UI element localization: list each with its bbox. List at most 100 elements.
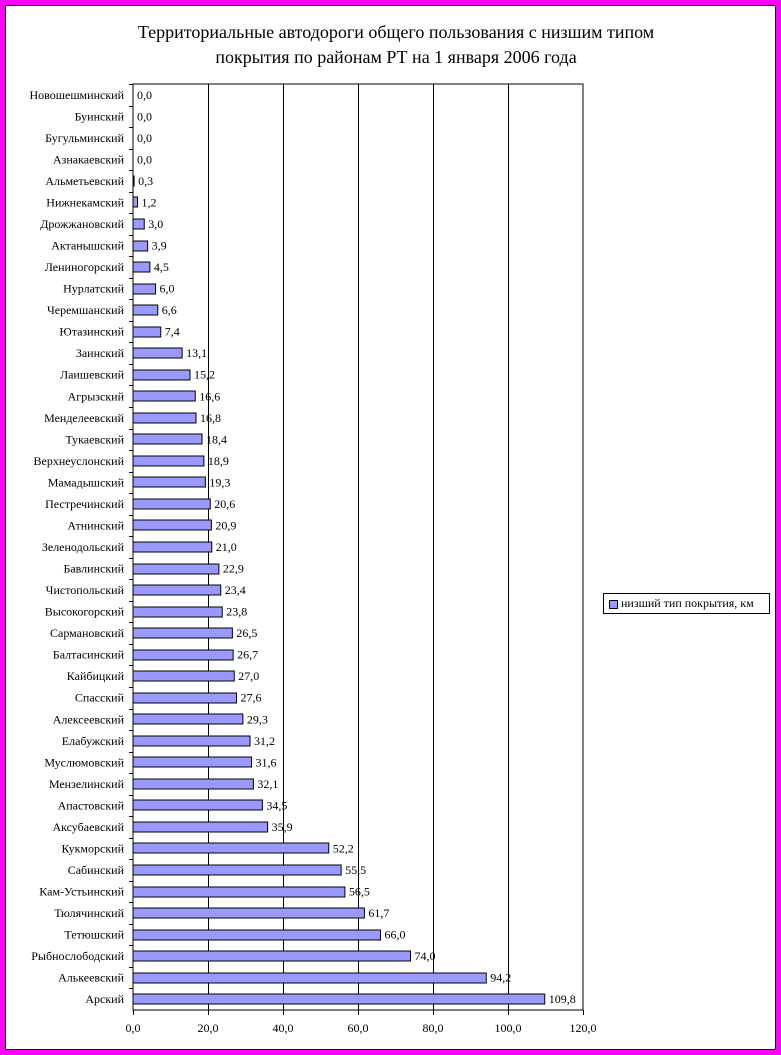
data-label: 26,5 — [236, 626, 257, 640]
category-label: Верхнеуслонский — [33, 454, 124, 468]
bar — [132, 670, 235, 682]
x-tick-label: 100,0 — [495, 1021, 522, 1035]
category-label: Мамадышский — [48, 475, 125, 489]
data-label: 109,8 — [549, 992, 576, 1006]
data-label: 32,1 — [257, 777, 278, 791]
bar — [132, 412, 197, 424]
category-label: Тукаевский — [65, 432, 124, 446]
chart-legend: низший тип покрытия, км — [603, 593, 770, 614]
bar — [132, 821, 269, 833]
bar — [132, 196, 138, 208]
bar — [132, 972, 487, 984]
chart-title: Территориальные автодороги общего пользо… — [86, 20, 706, 70]
bar — [132, 886, 346, 898]
chart-title-line-1: Территориальные автодороги общего пользо… — [137, 22, 655, 42]
category-label: Алькеевский — [58, 971, 124, 985]
x-tick-label: 120,0 — [570, 1021, 597, 1035]
category-label: Лаишевский — [60, 368, 125, 382]
data-label: 20,9 — [215, 518, 236, 532]
category-label: Агрызский — [68, 389, 125, 403]
data-label: 1,2 — [142, 195, 157, 209]
category-label: Спасский — [75, 691, 125, 705]
bar — [132, 347, 183, 359]
category-label: Азнакаевский — [53, 152, 125, 166]
category-label: Рыбнослободский — [31, 949, 124, 963]
category-label: Аксубаевский — [52, 820, 124, 834]
bar — [132, 304, 159, 316]
data-label: 0,0 — [137, 152, 152, 166]
category-label: Атнинский — [67, 518, 124, 532]
x-tick-label: 0,0 — [126, 1021, 141, 1035]
data-label: 0,0 — [137, 88, 152, 102]
data-label: 20,6 — [214, 497, 235, 511]
category-label: Мензелинский — [49, 777, 125, 791]
bar — [132, 476, 206, 488]
bar — [132, 692, 237, 704]
bar — [132, 713, 244, 725]
bar — [132, 218, 145, 230]
data-label: 31,6 — [256, 755, 277, 769]
legend-swatch — [609, 600, 618, 609]
data-label: 26,7 — [237, 648, 258, 662]
category-label: Кукморский — [61, 841, 124, 855]
bar — [132, 390, 196, 402]
data-label: 16,8 — [200, 411, 221, 425]
data-label: 13,1 — [186, 346, 207, 360]
category-label: Зеленодольский — [42, 540, 125, 554]
data-label: 21,0 — [216, 540, 237, 554]
bar — [132, 584, 222, 596]
bar — [132, 778, 254, 790]
data-label: 0,0 — [137, 109, 152, 123]
category-label: Бавлинский — [63, 562, 124, 576]
category-label: Арский — [85, 992, 124, 1006]
bar — [132, 950, 411, 962]
category-label: Альметьевский — [45, 174, 124, 188]
data-label: 19,3 — [209, 475, 230, 489]
category-label: Нижнекамский — [46, 195, 124, 209]
category-label: Черемшанский — [47, 303, 125, 317]
bar — [132, 455, 205, 467]
category-label: Ютазинский — [59, 325, 124, 339]
data-label: 23,8 — [226, 605, 247, 619]
category-label: Дрожжановский — [40, 217, 124, 231]
category-label: Муслюмовский — [44, 755, 124, 769]
data-label: 74,0 — [415, 949, 436, 963]
x-tick-label: 40,0 — [273, 1021, 294, 1035]
bar — [132, 433, 203, 445]
bar — [132, 261, 151, 273]
bar — [132, 240, 149, 252]
data-label: 27,0 — [238, 669, 259, 683]
bar — [132, 842, 330, 854]
category-label: Сармановский — [50, 626, 125, 640]
bar — [132, 606, 223, 618]
data-label: 3,9 — [152, 239, 167, 253]
bar — [132, 907, 365, 919]
category-label: Актанышский — [51, 239, 124, 253]
bar — [132, 756, 252, 768]
data-label: 35,9 — [272, 820, 293, 834]
bar — [132, 519, 212, 531]
data-label: 3,0 — [148, 217, 163, 231]
category-label: Алексеевский — [53, 712, 125, 726]
category-label: Пестречинский — [45, 497, 124, 511]
bar — [132, 541, 213, 553]
data-label: 66,0 — [385, 928, 406, 942]
data-label: 23,4 — [225, 583, 246, 597]
x-tick-label: 80,0 — [423, 1021, 444, 1035]
bar — [132, 735, 251, 747]
data-label: 6,6 — [162, 303, 177, 317]
data-label: 15,2 — [194, 368, 215, 382]
data-label: 55,5 — [345, 863, 366, 877]
bar — [132, 799, 263, 811]
category-label: Менделеевский — [44, 411, 125, 425]
data-label: 61,7 — [368, 906, 389, 920]
data-label: 31,2 — [254, 734, 275, 748]
data-label: 0,0 — [137, 131, 152, 145]
category-label: Кам-Устьинский — [39, 885, 124, 899]
category-label: Лениногорский — [45, 260, 125, 274]
data-label: 22,9 — [223, 562, 244, 576]
category-label: Тюлячинский — [54, 906, 124, 920]
category-label: Заинский — [76, 346, 125, 360]
category-label: Новошешминский — [30, 88, 125, 102]
